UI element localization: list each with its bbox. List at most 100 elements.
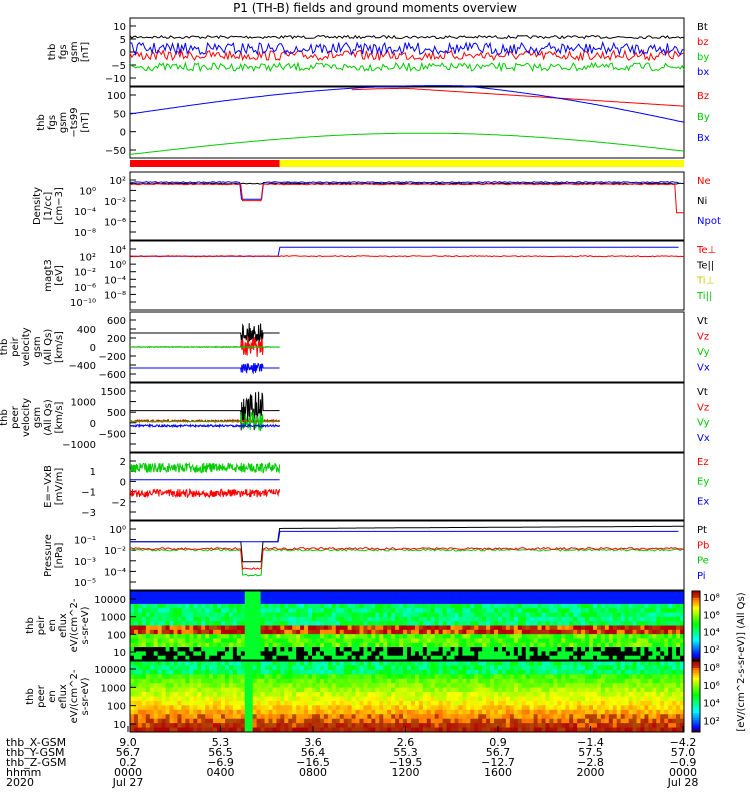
heatmap-cell <box>276 696 281 702</box>
heatmap-cell <box>331 714 337 720</box>
heatmap-cell <box>596 727 602 733</box>
heatmap-cell <box>660 629 665 635</box>
heatmap-cell <box>589 678 594 684</box>
heatmap-cell <box>296 612 301 618</box>
heatmap-cell <box>478 700 483 706</box>
heatmap-cell <box>517 655 523 661</box>
heatmap-cell <box>383 692 388 697</box>
heatmap-cell <box>668 696 673 702</box>
heatmap-cell <box>592 634 598 639</box>
heatmap-cell <box>418 727 424 733</box>
heatmap-cell <box>407 625 412 631</box>
heatmap-cell <box>240 655 246 661</box>
heatmap-cell <box>573 629 578 635</box>
y-axis-label-line: [cm−3] <box>54 187 65 225</box>
heatmap-cell <box>387 709 392 715</box>
heatmap-cell <box>228 638 234 644</box>
heatmap-cell <box>604 727 610 733</box>
heatmap-cell <box>680 616 685 622</box>
heatmap-cell <box>585 625 590 631</box>
heatmap-cell <box>288 638 293 644</box>
x-tick-label: 2000 <box>576 766 605 779</box>
heatmap-cell <box>355 642 361 648</box>
heatmap-cell <box>173 678 178 684</box>
heatmap-cell <box>466 616 471 622</box>
heatmap-cell <box>628 718 634 724</box>
heatmap-cell <box>391 705 396 711</box>
legend-entry: Npot <box>697 216 721 227</box>
heatmap-cell <box>276 687 281 693</box>
heatmap-cell <box>173 674 178 680</box>
heatmap-cell <box>217 700 222 706</box>
heatmap-cell <box>252 678 258 684</box>
heatmap-cell <box>664 696 669 702</box>
heatmap-cell <box>383 621 388 626</box>
heatmap-cell <box>624 661 630 666</box>
heatmap-cell <box>644 723 649 729</box>
heatmap-cell <box>482 595 487 601</box>
heatmap-cell <box>612 603 618 609</box>
heatmap-cell <box>224 683 230 689</box>
heatmap-cell <box>616 629 622 635</box>
heatmap-cell <box>339 718 345 724</box>
heatmap-cell <box>585 705 590 711</box>
heatmap-cell <box>181 642 186 648</box>
heatmap-cell <box>414 678 420 684</box>
heatmap-cell <box>308 683 313 689</box>
heatmap-cell <box>371 714 376 720</box>
heatmap-cell <box>616 718 622 724</box>
heatmap-cell <box>482 655 487 661</box>
heatmap-cell <box>308 603 313 609</box>
heatmap-cell <box>494 714 499 720</box>
heatmap-cell <box>300 647 305 652</box>
heatmap-cell <box>292 683 297 689</box>
heatmap-cell <box>438 683 444 689</box>
heatmap-cell <box>458 616 463 622</box>
heatmap-cell <box>418 705 424 711</box>
heatmap-cell <box>509 634 515 639</box>
heatmap-cell <box>339 591 345 596</box>
heatmap-cell <box>418 661 424 666</box>
heatmap-cell <box>581 718 586 724</box>
heatmap-cell <box>209 669 214 675</box>
heatmap-cell <box>470 723 475 729</box>
heatmap-cell <box>407 705 412 711</box>
heatmap-cell <box>185 603 190 609</box>
heatmap-cell <box>608 634 614 639</box>
heatmap-cell <box>482 647 487 652</box>
heatmap-cell <box>604 718 610 724</box>
heatmap-cell <box>387 696 392 702</box>
heatmap-cell <box>505 669 511 675</box>
heatmap-cell <box>141 638 147 644</box>
heatmap-cell <box>157 642 163 648</box>
heatmap-cell <box>327 661 333 666</box>
heatmap-cell <box>331 603 337 609</box>
heatmap-cell <box>676 674 681 680</box>
heatmap-cell <box>224 634 230 639</box>
heatmap-cell <box>470 696 475 702</box>
heatmap-cell <box>308 714 313 720</box>
heatmap-cell <box>454 661 459 666</box>
heatmap-cell <box>632 638 638 644</box>
heatmap-cell <box>351 634 357 639</box>
heatmap-cell <box>189 665 194 671</box>
heatmap-cell <box>149 595 155 601</box>
heatmap-cell <box>272 603 277 609</box>
heatmap-cell <box>201 595 206 601</box>
heatmap-cell <box>612 669 618 675</box>
heatmap-cell <box>153 595 159 601</box>
heatmap-cell <box>375 634 380 639</box>
colorbar-cell <box>692 637 700 640</box>
heatmap-cell <box>466 705 471 711</box>
heatmap-cell <box>268 678 273 684</box>
heatmap-cell <box>327 634 333 639</box>
heatmap-cell <box>185 696 190 702</box>
heatmap-cell <box>379 638 384 644</box>
heatmap-cell <box>517 683 523 689</box>
heatmap-cell <box>422 651 428 657</box>
heatmap-cell <box>648 595 653 601</box>
heatmap-cell <box>660 591 665 596</box>
heatmap-cell <box>640 647 645 652</box>
heatmap-cell <box>450 651 455 657</box>
heatmap-cell <box>557 603 562 609</box>
